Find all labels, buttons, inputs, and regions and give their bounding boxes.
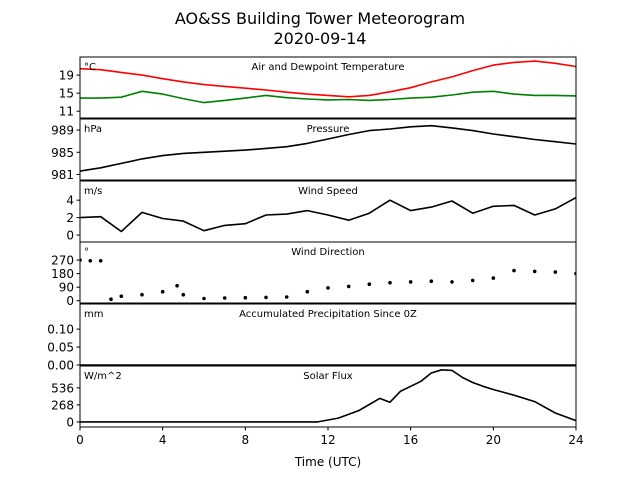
data-point [264,295,268,300]
unit-label: °C [84,62,96,73]
data-point [119,294,124,299]
data-point [181,292,186,297]
y-tick-label: 180 [51,267,74,281]
data-point [175,283,179,288]
data-point [243,295,248,300]
panel-title: Pressure [307,124,350,135]
data-point [408,280,413,284]
data-point [88,259,93,263]
data-point [512,268,516,273]
x-tick-label: 0 [76,433,84,447]
x-tick-label: 8 [242,433,250,447]
panel-frame [79,241,577,304]
unit-label: W/m^2 [84,371,122,382]
x-tick-label: 4 [159,433,167,447]
unit-label: hPa [84,124,102,135]
data-point [429,279,434,284]
panel-title: Solar Flux [303,371,353,382]
y-tick-label: 4 [66,194,74,208]
y-tick-label: 985 [51,146,74,160]
y-tick-label: 268 [51,398,74,412]
chart-title: AO&SS Building Tower Meteorogram [174,9,466,28]
data-point [346,284,351,289]
series-line [80,369,576,423]
x-tick-label: 20 [486,433,501,447]
y-tick-label: 0 [66,415,74,429]
y-tick-label: 536 [51,381,74,395]
data-point [491,276,496,280]
y-tick-label: 270 [51,254,74,268]
data-point [222,296,227,300]
series-line [80,90,576,104]
data-point [202,296,206,301]
panel-title: Wind Direction [291,247,365,258]
x-axis: 0 4 8 12 16 20 24 [76,427,584,447]
data-point [305,289,310,294]
data-point [367,282,372,287]
y-tick-label: 90 [59,281,74,295]
panel-title: Air and Dewpoint Temperature [252,62,405,73]
data-point [388,280,392,285]
data-point [450,280,454,284]
data-point [160,289,165,294]
panel-title: Wind Speed [298,186,358,197]
series-line [80,60,576,98]
y-tick-label: 989 [51,124,74,138]
data-point [98,259,103,263]
y-tick-label: 0.05 [47,341,74,355]
y-tick-label: 11 [59,105,74,119]
y-tick-label: 0.00 [47,359,74,373]
panel-3: 0 2 4 m/s Wind Speed [66,180,577,243]
x-tick-label: 12 [320,433,335,447]
panel-frame [79,118,577,181]
data-point [470,278,475,283]
data-point [553,270,558,274]
chart-subtitle: 2020-09-14 [273,29,367,48]
y-tick-label: 15 [59,87,74,101]
data-point [326,286,330,290]
y-tick-label: 2 [66,211,74,225]
series-line [80,124,576,172]
panel-1: 11 15 19 °C Air and Dewpoint Temperature [59,56,577,119]
y-tick-label: 0.10 [47,323,74,337]
y-tick-label: 981 [51,168,74,182]
y-tick-label: 0 [66,229,74,243]
panel-2: 981 985 989 hPa Pressure [51,118,577,182]
unit-label: ° [84,247,89,258]
unit-label: mm [84,309,103,320]
data-point [532,269,537,274]
panel-frame [79,56,577,119]
data-point [140,292,144,297]
x-tick-label: 24 [568,433,583,447]
x-axis-label: Time (UTC) [294,455,361,469]
panel-frame [79,303,577,366]
y-tick-label: 19 [59,69,74,83]
panel-title: Accumulated Precipitation Since 0Z [239,309,417,320]
series-line [80,196,576,233]
unit-label: m/s [84,186,102,197]
x-tick-label: 16 [403,433,418,447]
panel-6: 0 268 536 W/m^2 Solar Flux [51,365,577,429]
panel-5: 0.00 0.05 0.10 mm Accumulated Precipitation … [47,303,577,373]
data-point [284,295,289,299]
data-point [109,297,113,302]
y-tick-label: 0 [66,294,74,308]
